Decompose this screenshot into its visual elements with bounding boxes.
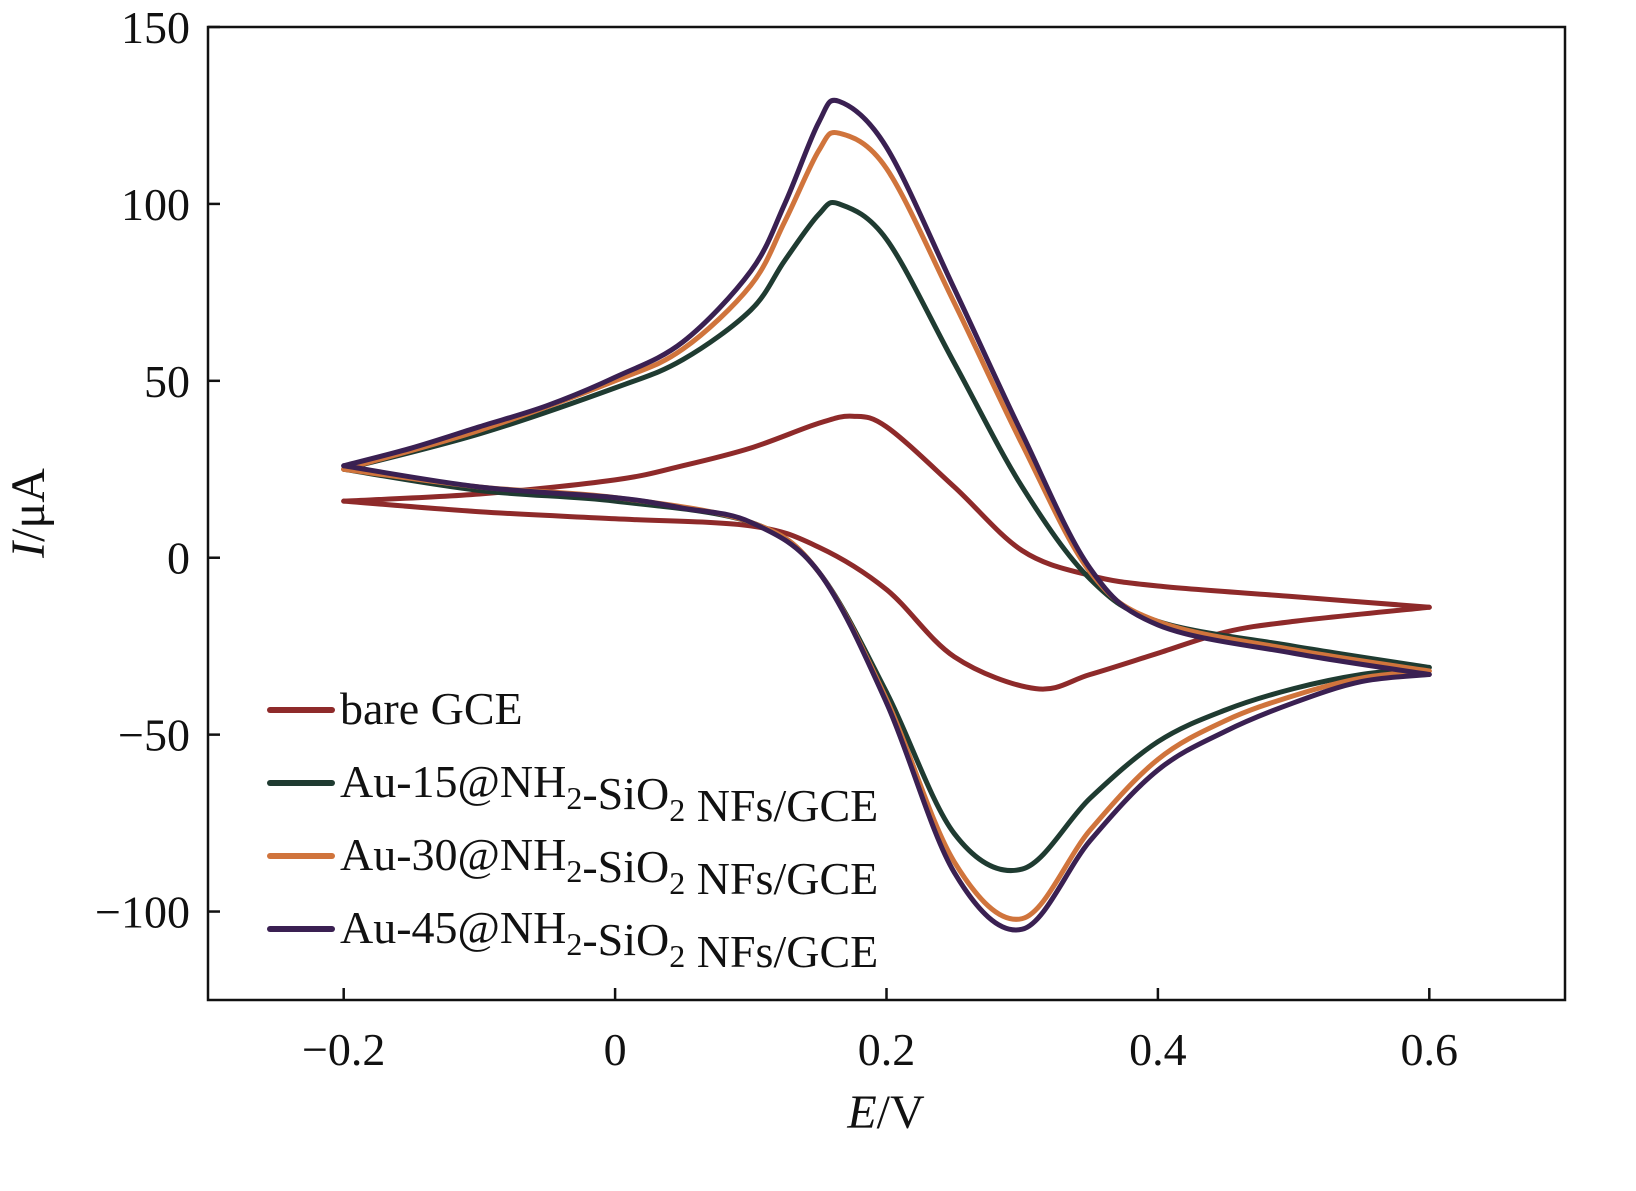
- x-tick-label: −0.2: [302, 1024, 385, 1075]
- y-tick-label: −100: [95, 887, 190, 938]
- y-tick-label: 0: [167, 533, 190, 584]
- legend-item: Au-30@NH2-SiO2 NFs/GCE: [267, 829, 878, 904]
- cv-curve-forward: [341, 97, 1432, 677]
- cv-curve-reverse: [341, 466, 1432, 874]
- cv-curve-forward: [341, 200, 1432, 670]
- legend-label: Au-45@NH2-SiO2 NFs/GCE: [340, 902, 878, 977]
- y-tick-label: 50: [144, 356, 190, 407]
- cv-curve-reverse: [341, 498, 1432, 692]
- cv-curve-forward: [341, 129, 1432, 674]
- series-0: [341, 413, 1432, 692]
- legend-item: Au-45@NH2-SiO2 NFs/GCE: [267, 902, 878, 977]
- axis-ticks: −0.2 0 0.2 0.4 0.6 −100 −50 0 50 100 150: [95, 2, 1458, 1075]
- x-tick-label: 0.2: [858, 1024, 916, 1075]
- legend: bare GCE Au-15@NH2-SiO2 NFs/GCEAu-30@NH2-…: [267, 683, 878, 977]
- series-3: [341, 97, 1432, 933]
- legend-label: Au-15@NH2-SiO2 NFs/GCE: [340, 756, 878, 831]
- legend-item: Au-15@NH2-SiO2 NFs/GCE: [267, 756, 878, 831]
- y-tick-label: −50: [118, 710, 190, 761]
- series-curves: [341, 97, 1432, 933]
- x-tick-label: 0.4: [1129, 1024, 1187, 1075]
- y-tick-label: 100: [121, 179, 190, 230]
- legend-item: bare GCE: [267, 683, 523, 734]
- x-axis-label: E/V: [846, 1086, 925, 1139]
- y-axis-label: I/μA: [2, 468, 55, 559]
- cv-curve-reverse: [341, 463, 1432, 933]
- legend-label: bare GCE: [340, 683, 523, 734]
- x-tick-label: 0: [604, 1024, 627, 1075]
- x-tick-label: 0.6: [1401, 1024, 1459, 1075]
- cv-curve-forward: [341, 413, 1432, 610]
- legend-label: Au-30@NH2-SiO2 NFs/GCE: [340, 829, 878, 904]
- y-tick-label: 150: [121, 2, 190, 53]
